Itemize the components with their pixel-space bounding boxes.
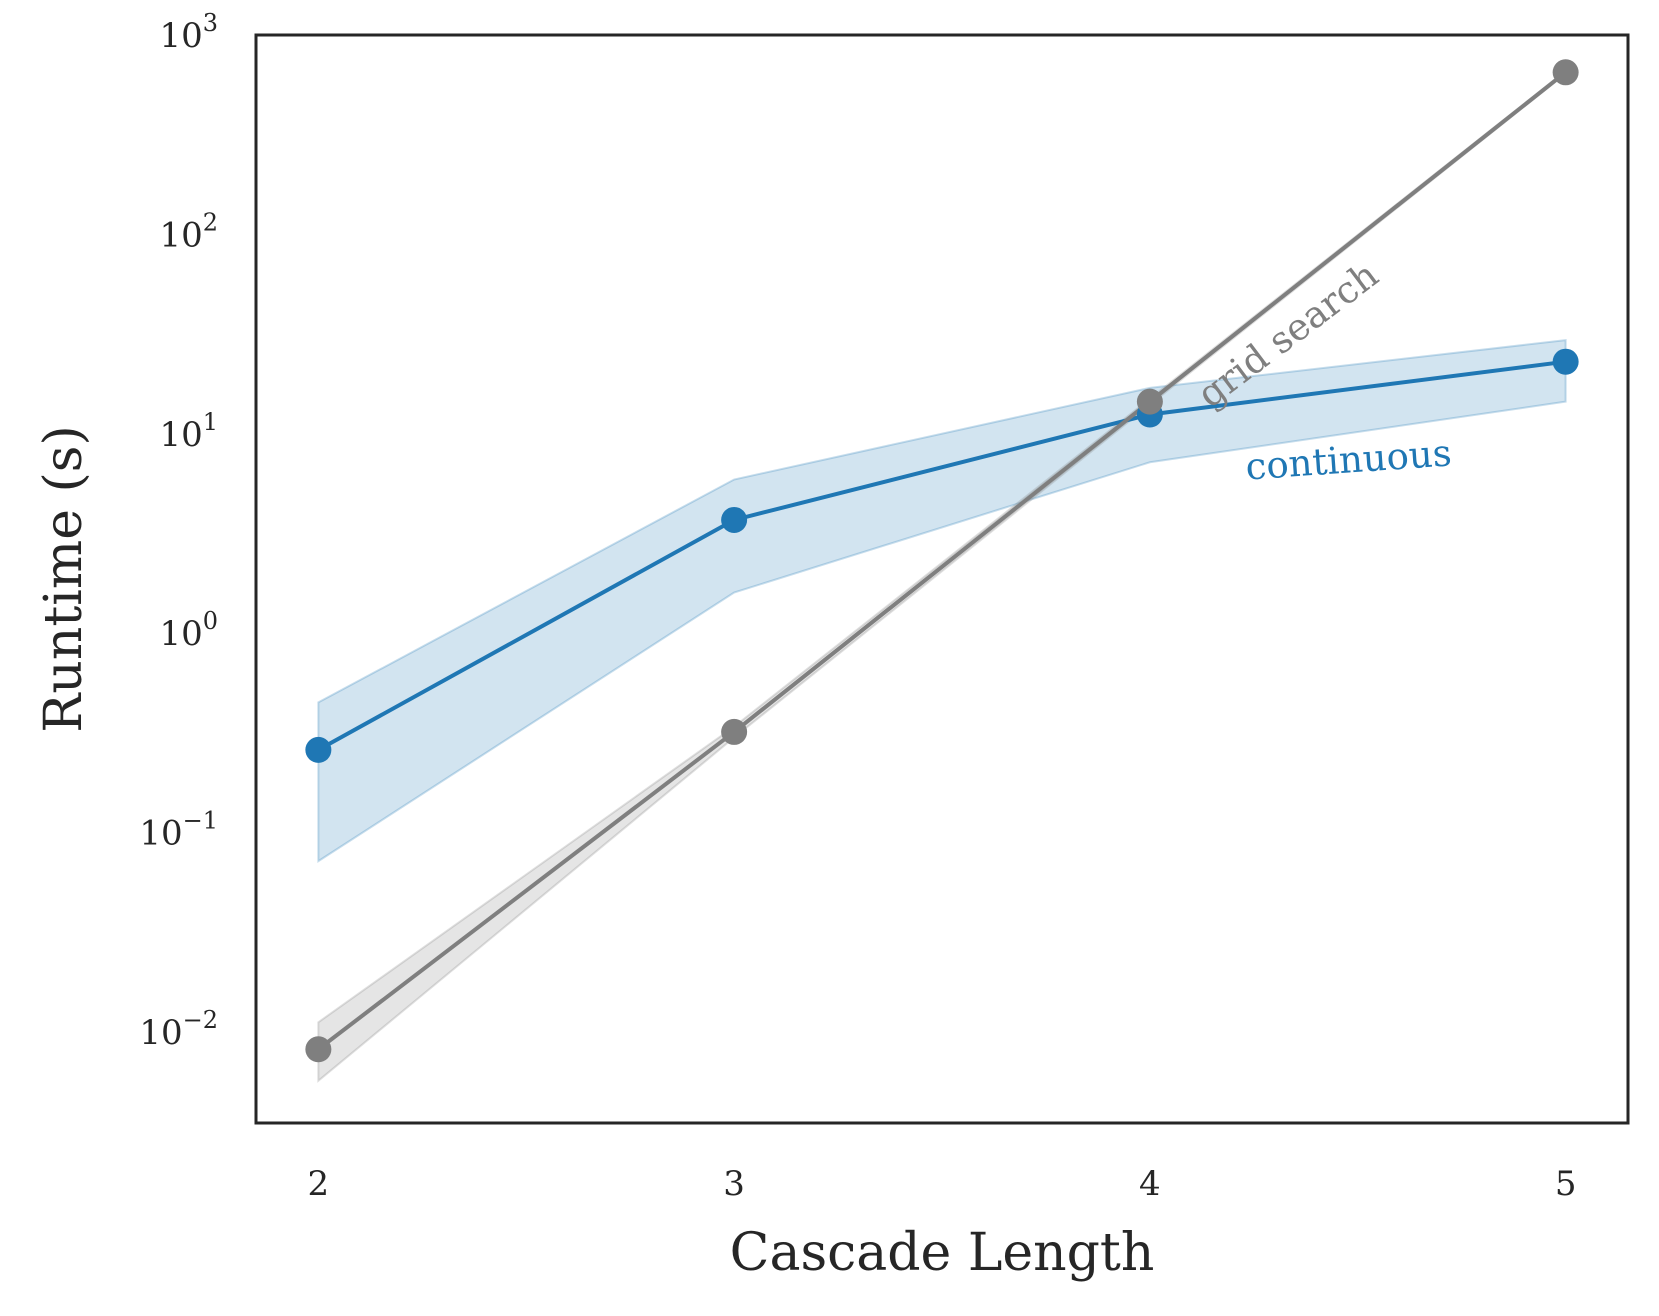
series-1-line bbox=[317, 359, 1566, 752]
y-axis-label: Runtime (s) bbox=[34, 425, 94, 733]
x-tick-label: 3 bbox=[723, 1164, 745, 1204]
series-2-point bbox=[1552, 59, 1579, 86]
series-1-band bbox=[317, 339, 1567, 863]
series-2-point bbox=[1136, 388, 1163, 415]
y-tick-label: 103 bbox=[159, 9, 218, 56]
x-tick-label: 4 bbox=[1139, 1164, 1161, 1204]
series-lines bbox=[317, 70, 1567, 1051]
y-tick-label: 10−2 bbox=[139, 1006, 218, 1053]
y-tick-label: 10−1 bbox=[139, 807, 218, 854]
y-tick-label: 100 bbox=[159, 607, 218, 654]
y-tick-label: 101 bbox=[159, 408, 218, 455]
series-2-line bbox=[317, 70, 1567, 1051]
x-tick-label: 2 bbox=[308, 1164, 330, 1204]
series-points bbox=[305, 59, 1579, 1063]
x-tick-label: 5 bbox=[1555, 1164, 1577, 1204]
series-1-point bbox=[305, 736, 332, 763]
series-1-point bbox=[721, 506, 748, 533]
y-tick-labels: 10−2 10−1 100 101 102 103 bbox=[139, 9, 218, 1053]
series-2-point bbox=[305, 1036, 332, 1063]
y-tick-label: 102 bbox=[159, 208, 218, 255]
x-axis-label: Cascade Length bbox=[730, 1223, 1155, 1283]
series-2-point bbox=[721, 718, 748, 745]
series-1-point bbox=[1552, 348, 1579, 375]
plot-frame bbox=[254, 33, 1630, 1125]
x-tick-labels: 2 3 4 5 bbox=[308, 1164, 1577, 1204]
